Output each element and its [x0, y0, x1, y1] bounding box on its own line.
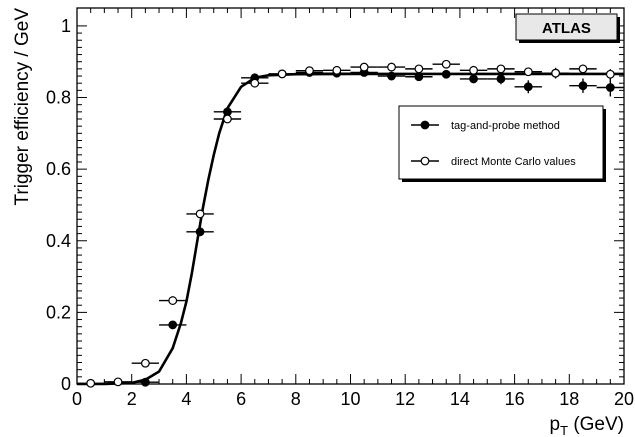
filled-marker	[140, 377, 150, 387]
legend-label: direct Monte Carlo values	[451, 156, 576, 168]
monte-carlo-point	[295, 66, 324, 76]
monte-carlo-point	[541, 68, 570, 78]
y-tick-label: 0	[61, 374, 71, 394]
x-tick-label: 6	[236, 389, 246, 409]
tag-and-probe-point	[131, 377, 160, 387]
monte-carlo-point	[569, 64, 597, 74]
monte-carlo-point	[186, 209, 214, 219]
atlas-box	[515, 13, 618, 41]
legend-filled-marker	[420, 120, 430, 130]
open-marker	[250, 78, 260, 88]
atlas-label: ATLAS	[542, 20, 591, 37]
monte-carlo-point	[241, 78, 269, 88]
monte-carlo-point	[459, 65, 488, 75]
y-tick-label: 0.2	[46, 302, 71, 322]
tag-and-probe-point	[186, 227, 214, 237]
tag-and-probe-point	[596, 78, 624, 97]
plot-frame	[76, 7, 625, 385]
open-marker	[195, 209, 205, 219]
y-tick-label: 0.8	[46, 88, 71, 108]
monte-carlo-point	[350, 62, 378, 72]
monte-carlo-point	[487, 64, 515, 74]
x-tick-label: 16	[505, 389, 525, 409]
filled-marker	[605, 83, 615, 92]
open-marker	[578, 64, 588, 74]
tag-and-probe-point	[487, 73, 515, 85]
x-tick-label: 4	[181, 389, 191, 409]
monte-carlo-point	[432, 59, 460, 69]
monte-carlo-point	[77, 378, 105, 388]
filled-marker	[441, 69, 451, 79]
x-tick-label: 20	[614, 389, 634, 409]
open-marker	[86, 378, 96, 388]
filled-marker	[387, 71, 396, 81]
tag-and-probe-point	[405, 72, 433, 82]
open-marker	[332, 65, 342, 75]
open-marker	[359, 62, 369, 72]
x-tick-label: 10	[340, 389, 360, 409]
x-tick-label: 14	[450, 389, 470, 409]
filled-marker	[414, 72, 424, 82]
monte-carlo-point	[268, 69, 296, 79]
legend-label: tag-and-probe method	[451, 120, 560, 132]
filled-marker	[523, 82, 533, 92]
filled-marker	[469, 74, 478, 84]
monte-carlo-point	[405, 64, 433, 74]
x-tick-label: 8	[291, 389, 301, 409]
legend-open-marker	[420, 156, 430, 166]
monte-carlo-point	[159, 296, 187, 305]
open-marker	[223, 114, 232, 124]
tag-and-probe-point	[569, 78, 597, 93]
monte-carlo-point	[596, 69, 624, 80]
monte-carlo-point	[514, 67, 542, 77]
y-tick-label: 0.6	[46, 159, 71, 179]
open-marker	[305, 66, 314, 76]
open-marker	[168, 296, 178, 305]
tag-and-probe-point	[377, 71, 406, 81]
y-tick-label: 0.4	[46, 231, 71, 251]
filled-marker	[195, 227, 205, 237]
open-marker	[441, 59, 451, 69]
fit-curve	[77, 72, 624, 386]
filled-marker	[223, 107, 232, 117]
open-marker	[414, 64, 424, 74]
open-marker	[496, 64, 506, 74]
monte-carlo-point	[377, 62, 406, 72]
filled-marker	[496, 74, 506, 84]
monte-carlo-point	[323, 65, 351, 75]
x-tick-label: 0	[72, 389, 82, 409]
monte-carlo-point	[104, 377, 132, 387]
open-marker	[551, 68, 561, 78]
x-tick-label: 2	[127, 389, 137, 409]
legend-box	[398, 105, 604, 180]
tag-and-probe-point	[514, 80, 542, 94]
tag-and-probe-point	[213, 107, 242, 117]
x-tick-label: 18	[559, 389, 579, 409]
open-marker	[140, 358, 150, 368]
open-marker	[277, 69, 287, 79]
x-axis-title: pT (GeV)	[550, 414, 624, 437]
monte-carlo-point	[131, 358, 160, 368]
open-marker	[523, 67, 533, 77]
open-marker	[469, 65, 478, 75]
x-tick-label: 12	[395, 389, 415, 409]
open-marker	[605, 69, 615, 79]
tag-and-probe-point	[159, 320, 187, 330]
filled-marker	[168, 320, 178, 330]
y-tick-label: 1	[61, 16, 71, 36]
open-marker	[113, 377, 123, 387]
tag-and-probe-point	[459, 74, 488, 84]
y-axis-title: Trigger efficiency / GeV	[12, 8, 33, 206]
monte-carlo-point	[213, 114, 242, 124]
filled-marker	[578, 81, 588, 91]
tag-and-probe-point	[432, 69, 460, 79]
open-marker	[387, 62, 396, 72]
